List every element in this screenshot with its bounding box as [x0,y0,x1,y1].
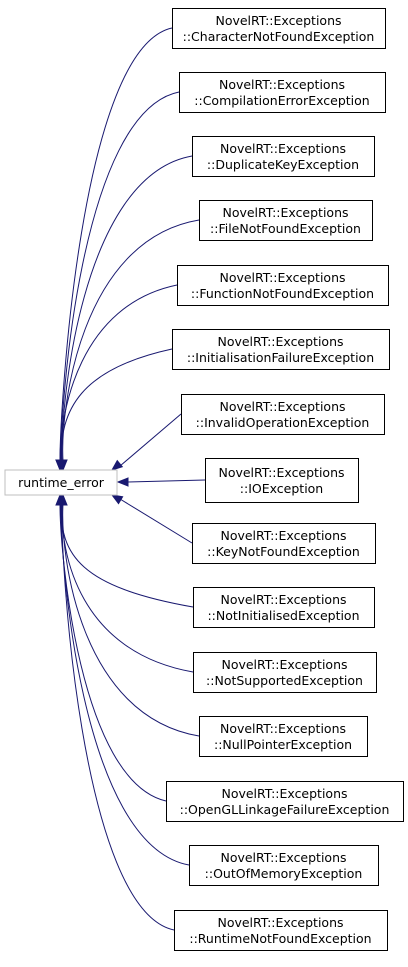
inheritance-edge-null-pointer-exception [62,503,200,737]
class-name-label: ::FileNotFoundException [210,221,361,236]
class-namespace-label: NovelRT::Exceptions [215,13,341,28]
inheritance-edge-open-gllinkage-failure-exception [59,503,167,802]
inheritance-edge-not-initialised-exception [60,503,194,608]
class-node-runtime-not-found-exception[interactable]: NovelRT::Exceptions::RuntimeNotFoundExce… [174,910,388,951]
class-name-label: ::NullPointerException [214,737,352,752]
class-namespace-label: NovelRT::Exceptions [220,592,346,607]
inheritance-edge-compilation-error-exception [60,91,180,462]
class-box [172,329,390,370]
inheritance-edge-not-supported-exception [61,503,194,673]
class-box [192,136,375,177]
class-node-key-not-found-exception[interactable]: NovelRT::Exceptions::KeyNotFoundExceptio… [192,523,376,564]
class-name-label: ::OpenGLLinkageFailureException [180,802,390,817]
class-name-label: ::InvalidOperationException [196,415,370,430]
class-name-label: ::CharacterNotFoundException [183,29,375,44]
class-node-null-pointer-exception[interactable]: NovelRT::Exceptions::NullPointerExceptio… [199,716,368,757]
class-node-open-gllinkage-failure-exception[interactable]: NovelRT::Exceptions::OpenGLLinkageFailur… [166,781,404,822]
inheritance-edges [55,27,206,931]
class-namespace-label: NovelRT::Exceptions [219,399,345,414]
class-name-label: ::OutOfMemoryException [205,866,363,881]
class-box [193,587,375,628]
class-node-ioexception[interactable]: NovelRT::Exceptions::IOException [205,458,359,503]
class-node-file-not-found-exception[interactable]: NovelRT::Exceptions::FileNotFoundExcepti… [199,200,373,241]
arrowhead [110,494,124,505]
runtime-error-label: runtime_error [18,475,105,490]
class-box [193,652,377,693]
runtime-error-node[interactable]: runtime_error [4,469,118,496]
class-name-label: ::DuplicateKeyException [207,157,359,172]
class-name-label: ::FunctionNotFoundException [191,286,374,301]
class-node-not-initialised-exception[interactable]: NovelRT::Exceptions::NotInitialisedExcep… [193,587,375,628]
class-node-function-not-found-exception[interactable]: NovelRT::Exceptions::FunctionNotFoundExc… [177,265,389,306]
class-namespace-label: NovelRT::Exceptions [220,721,346,736]
class-namespace-label: NovelRT::Exceptions [221,786,347,801]
class-name-label: ::NotSupportedException [206,673,363,688]
class-namespace-label: NovelRT::Exceptions [222,205,348,220]
class-node-invalid-operation-exception[interactable]: NovelRT::Exceptions::InvalidOperationExc… [181,394,385,435]
class-box [179,72,386,113]
class-name-label: ::InitialisationFailureException [187,350,374,365]
class-box [192,523,376,564]
class-box [177,265,389,306]
class-namespace-label: NovelRT::Exceptions [220,141,346,156]
class-name-label: ::CompilationErrorException [194,93,369,108]
class-name-label: ::KeyNotFoundException [207,544,360,559]
arrowhead [116,477,129,487]
class-node-initialisation-failure-exception[interactable]: NovelRT::Exceptions::InitialisationFailu… [172,329,390,370]
class-namespace-label: NovelRT::Exceptions [220,850,346,865]
class-name-label: ::NotInitialisedException [207,608,359,623]
inheritance-edge-key-not-found-exception [119,498,193,544]
class-namespace-label: NovelRT::Exceptions [220,528,346,543]
class-name-label: ::RuntimeNotFoundException [189,931,371,946]
arrowhead [110,459,124,471]
class-box [174,910,388,951]
class-name-label: ::IOException [240,481,323,496]
inheritance-edge-ioexception [127,479,206,483]
class-node-character-not-found-exception[interactable]: NovelRT::Exceptions::CharacterNotFoundEx… [172,8,386,49]
class-box [199,200,373,241]
class-node-duplicate-key-exception[interactable]: NovelRT::Exceptions::DuplicateKeyExcepti… [192,136,375,177]
class-namespace-label: NovelRT::Exceptions [219,270,345,285]
class-node-not-supported-exception[interactable]: NovelRT::Exceptions::NotSupportedExcepti… [193,652,377,693]
class-namespace-label: NovelRT::Exceptions [217,334,343,349]
class-nodes: NovelRT::Exceptions::CharacterNotFoundEx… [166,8,404,951]
inheritance-edge-duplicate-key-exception [61,155,193,462]
class-namespace-label: NovelRT::Exceptions [221,657,347,672]
class-box [181,394,385,435]
class-box [205,458,359,503]
inheritance-edge-invalid-operation-exception [119,413,182,467]
inheritance-edge-initialisation-failure-exception [60,348,173,462]
class-namespace-label: NovelRT::Exceptions [217,915,343,930]
class-box [166,781,404,822]
class-box [189,845,379,886]
class-node-out-of-memory-exception[interactable]: NovelRT::Exceptions::OutOfMemoryExceptio… [189,845,379,886]
runtime-error-box [4,469,118,496]
class-namespace-label: NovelRT::Exceptions [218,465,344,480]
inheritance-edge-runtime-not-found-exception [61,503,175,931]
arrowhead [57,493,67,506]
inheritance-edge-function-not-found-exception [59,284,178,462]
class-namespace-label: NovelRT::Exceptions [219,77,345,92]
inheritance-edge-character-not-found-exception [59,27,173,462]
class-box [172,8,386,49]
class-node-compilation-error-exception[interactable]: NovelRT::Exceptions::CompilationErrorExc… [179,72,386,113]
arrowhead [56,459,66,472]
class-box [199,716,368,757]
